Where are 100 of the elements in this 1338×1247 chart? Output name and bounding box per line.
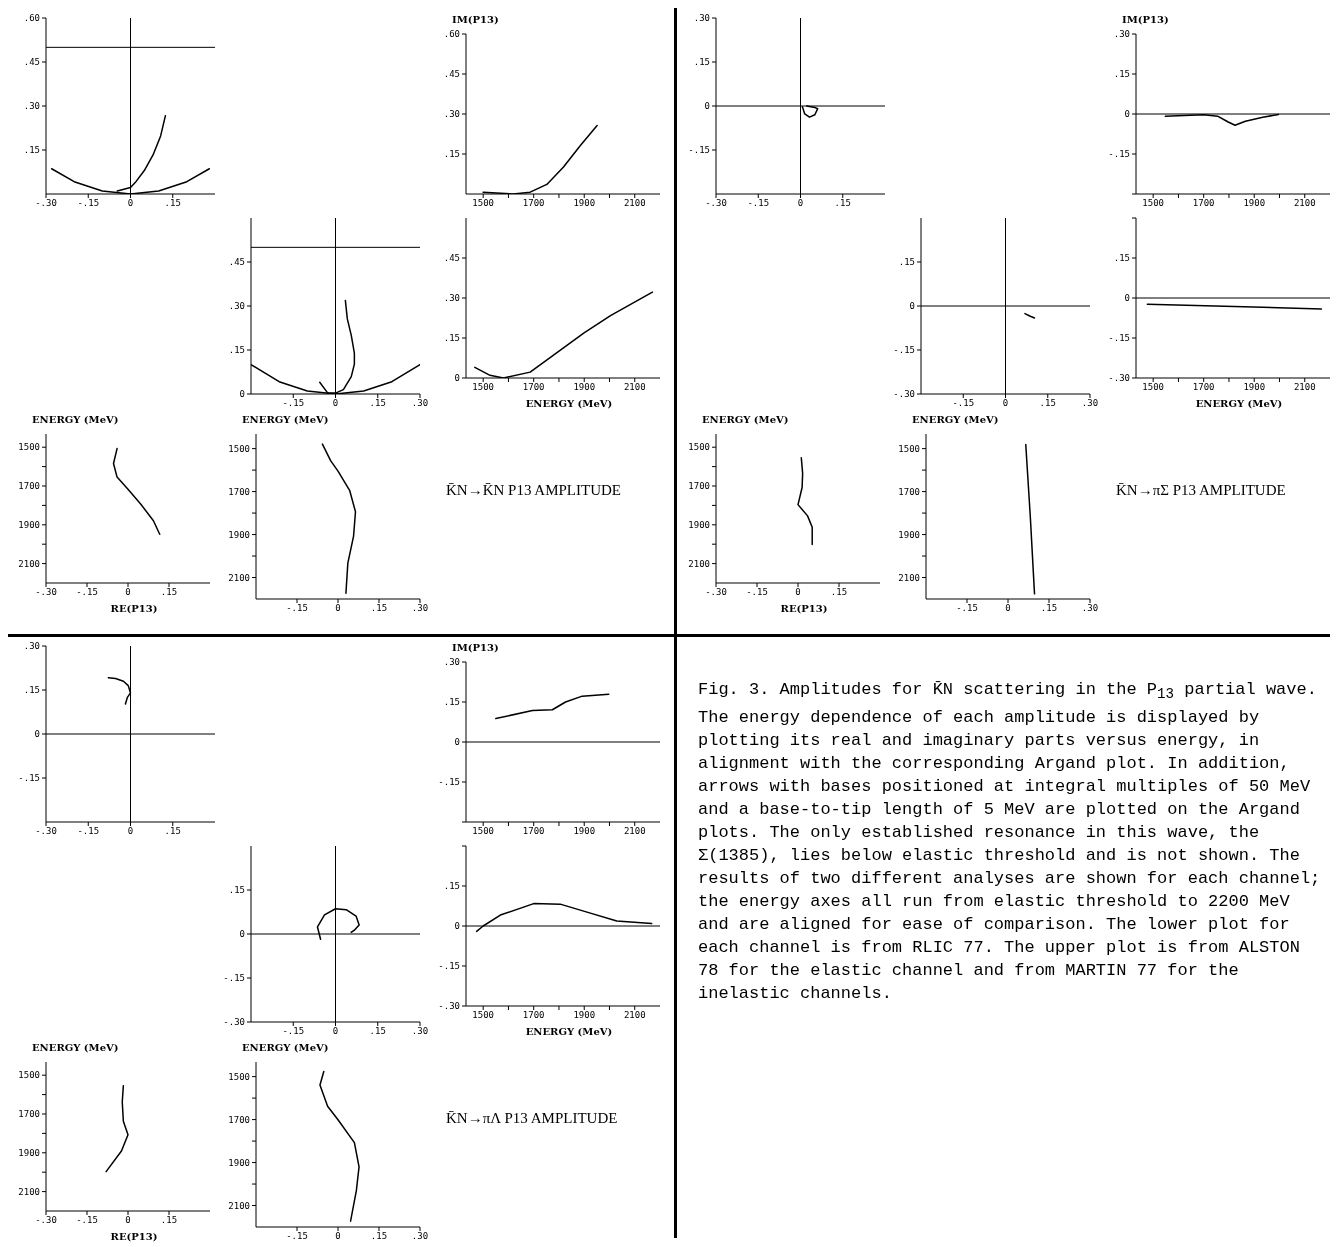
x-tick-label: .15	[164, 198, 181, 209]
y-tick-label: 0	[454, 373, 460, 384]
x-tick-label: 1900	[1243, 382, 1266, 393]
y-tick-label: .15	[228, 345, 245, 356]
x-tick-label: .15	[369, 1026, 386, 1037]
x-tick-label: 1700	[522, 1010, 545, 1021]
y-tick-label: -.15	[1108, 149, 1130, 160]
text: K̄N→πΣ P13 AMPLITUDE	[1116, 482, 1286, 499]
x-tick-label: 2100	[1293, 198, 1316, 209]
y-tick-label: 1700	[18, 481, 40, 492]
x-tick-label: 0	[127, 826, 134, 837]
x-tick-label: -.30	[705, 587, 727, 598]
x-tick-label: .15	[160, 1215, 178, 1226]
y-tick-label: -.15	[223, 973, 245, 984]
y-tick-label: 2100	[898, 572, 920, 583]
x-tick-label: 0	[127, 198, 134, 209]
x-tick-label: .15	[1039, 398, 1056, 409]
y-tick-label: .15	[443, 333, 460, 344]
y-axis-title: ENERGY (MeV)	[31, 413, 120, 427]
y-tick-label: 2100	[228, 1200, 250, 1211]
y-tick-label: 1500	[18, 1070, 40, 1081]
x-axis-title: ENERGY (MeV)	[1194, 397, 1284, 411]
x-tick-label: .15	[834, 198, 851, 209]
y-tick-label: 0	[1124, 293, 1130, 304]
y-tick-label: 0	[34, 729, 40, 740]
x-tick-label: 1700	[522, 826, 545, 837]
y-tick-label: .45	[228, 257, 245, 268]
y-tick-label: 1900	[18, 1147, 40, 1158]
y-axis-title: IM(P13)	[451, 641, 500, 655]
y-tick-label: -.15	[893, 345, 915, 356]
y-tick-label: 1500	[688, 442, 710, 453]
y-tick-label: .60	[443, 29, 460, 40]
y-tick-label: -.15	[1108, 333, 1130, 344]
x-tick-label: -.15	[286, 1231, 308, 1242]
y-tick-label: .15	[23, 685, 40, 696]
x-axis-title: RE(P13)	[109, 602, 159, 616]
y-tick-label: .30	[23, 101, 40, 112]
y-tick-label: .30	[1113, 29, 1130, 40]
y-tick-label: .30	[228, 301, 245, 312]
x-tick-label: -.30	[35, 826, 57, 837]
y-tick-label: 0	[454, 921, 460, 932]
y-tick-label: -.30	[438, 1001, 460, 1012]
y-tick-label: .30	[693, 13, 710, 24]
y-tick-label: 1900	[18, 519, 40, 530]
x-tick-label: 1900	[1243, 198, 1266, 209]
x-tick-label: .30	[411, 603, 429, 614]
x-tick-label: .15	[164, 826, 181, 837]
y-tick-label: 1700	[688, 481, 710, 492]
x-tick-label: .30	[411, 1231, 429, 1242]
y-axis-title: ENERGY (MeV)	[31, 1041, 120, 1055]
y-tick-label: -.15	[438, 961, 460, 972]
y-tick-label: -.15	[688, 145, 710, 156]
y-axis-title: IM(P13)	[451, 13, 500, 27]
text: Fig. 3. Amplitudes for K̄N scattering in the P$_{13}$ partial wave. The energy dependence of each amplitude is displayed by plotting its real and imaginary parts versus energy, in alignment with the corresponding Argand plot. In addition, arrows with bases positioned at integral multiples of 50 MeV and a base-to-tip length of 5 MeV are plotted on the Argand plots. The only established resonance in this wave, the Σ(1385), lies below elastic threshold and is not shown. The results of two different analyses are shown for each channel; the energy axes all run from elastic threshold to 2200 MeV and are aligned for ease of comparison. The lower plot for each channel is from RLIC 77. The upper plot is from ALSTON 78 for the elastic channel and from MARTIN 77 for the inelastic channels.	[698, 680, 1321, 1004]
x-tick-label: 0	[125, 1215, 131, 1226]
x-tick-label: -.30	[705, 198, 727, 209]
x-tick-label: 2100	[623, 1010, 646, 1021]
y-tick-label: 0	[704, 101, 710, 112]
x-tick-label: .15	[369, 398, 386, 409]
x-tick-label: 0	[1002, 398, 1009, 409]
y-tick-label: 2100	[688, 558, 710, 569]
x-tick-label: 1500	[472, 198, 495, 209]
y-tick-label: 0	[909, 301, 915, 312]
y-tick-label: 1900	[688, 519, 710, 530]
x-tick-label: 1700	[522, 198, 545, 209]
x-tick-label: -.15	[282, 1026, 305, 1037]
y-tick-label: .45	[443, 253, 460, 264]
y-tick-label: .15	[443, 881, 460, 892]
x-tick-label: -.15	[747, 198, 770, 209]
x-tick-label: 0	[795, 587, 801, 598]
x-tick-label: -.15	[952, 398, 975, 409]
y-tick-label: .60	[23, 13, 40, 24]
x-axis-title: ENERGY (MeV)	[524, 1025, 614, 1039]
y-tick-label: -.30	[1108, 373, 1130, 384]
y-tick-label: .15	[693, 57, 710, 68]
x-tick-label: .30	[1081, 603, 1099, 614]
y-tick-label: .30	[443, 109, 460, 120]
x-tick-label: -.15	[77, 198, 100, 209]
x-tick-label: 1700	[522, 382, 545, 393]
y-tick-label: 0	[239, 389, 245, 400]
y-tick-label: .30	[23, 641, 40, 652]
x-tick-label: -.15	[76, 1215, 98, 1226]
x-tick-label: -.15	[282, 398, 305, 409]
x-tick-label: -.15	[286, 603, 308, 614]
y-tick-label: 2100	[18, 558, 40, 569]
y-tick-label: 1500	[228, 443, 250, 454]
y-tick-label: 1700	[228, 486, 250, 497]
x-tick-label: 0	[125, 587, 131, 598]
x-tick-label: 1900	[573, 382, 596, 393]
x-tick-label: 1700	[1192, 382, 1215, 393]
x-tick-label: 0	[332, 1026, 339, 1037]
x-tick-label: .15	[370, 603, 388, 614]
x-tick-label: 2100	[623, 826, 646, 837]
x-tick-label: -.15	[746, 587, 768, 598]
x-tick-label: .30	[1081, 398, 1099, 409]
x-tick-label: 1700	[1192, 198, 1215, 209]
y-tick-label: .45	[23, 57, 40, 68]
y-tick-label: -.30	[893, 389, 915, 400]
y-tick-label: 1700	[18, 1109, 40, 1120]
y-axis-title: ENERGY (MeV)	[241, 1041, 330, 1055]
